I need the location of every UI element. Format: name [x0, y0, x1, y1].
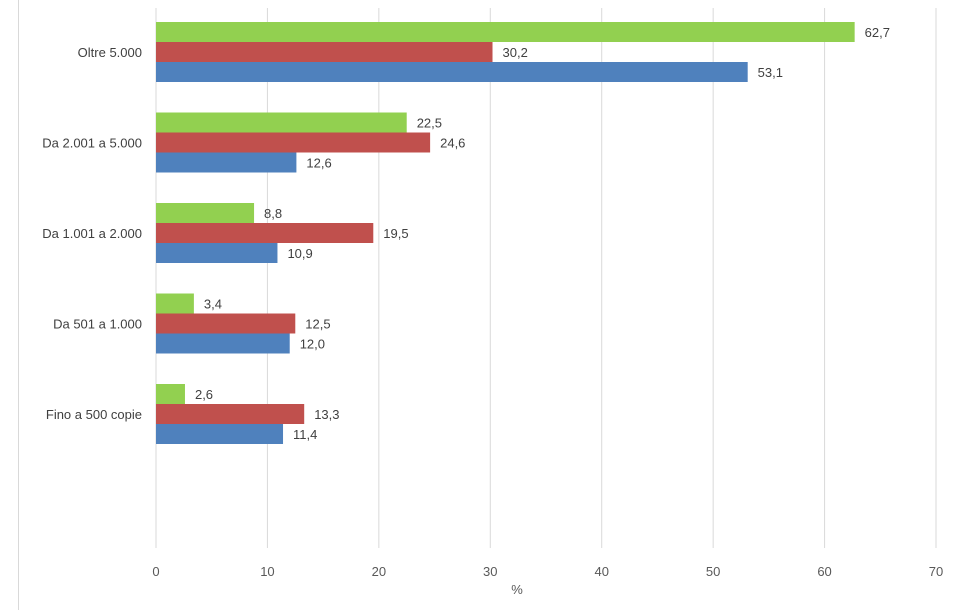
data-label: 13,3 — [314, 407, 339, 422]
bar-red-0 — [156, 42, 493, 62]
data-label: 53,1 — [758, 65, 783, 80]
data-label: 22,5 — [417, 116, 442, 131]
bar-blue-4 — [156, 424, 284, 444]
data-label: 11,4 — [293, 427, 317, 442]
gridlines — [155, 8, 937, 548]
data-label: 62,7 — [865, 25, 890, 40]
x-tick-label: 70 — [929, 564, 943, 579]
x-tick-label: 30 — [483, 564, 497, 579]
data-label: 12,5 — [305, 317, 330, 332]
bar-red-1 — [156, 132, 431, 153]
category-label: Da 2.001 a 5.000 — [42, 136, 142, 151]
bar-red-2 — [156, 223, 374, 243]
category-label: Da 1.001 a 2.000 — [42, 226, 142, 241]
x-tick-label: 40 — [594, 564, 608, 579]
data-label: 12,6 — [306, 156, 331, 171]
data-label: 3,4 — [204, 297, 222, 312]
bar-red-3 — [156, 313, 296, 334]
bar-green-4 — [156, 384, 185, 404]
data-label: 24,6 — [440, 136, 465, 151]
x-tick-label: 0 — [152, 564, 159, 579]
x-axis-title: % — [511, 582, 523, 597]
data-label: 8,8 — [264, 206, 282, 221]
category-label: Fino a 500 copie — [46, 407, 142, 422]
bar-blue-1 — [156, 152, 297, 173]
bar-green-1 — [156, 112, 407, 133]
category-label: Oltre 5.000 — [78, 45, 142, 60]
x-tick-label: 10 — [260, 564, 274, 579]
data-label: 2,6 — [195, 387, 213, 402]
x-tick-label: 60 — [817, 564, 831, 579]
data-label: 19,5 — [383, 226, 408, 241]
x-tick-label: 20 — [372, 564, 386, 579]
bar-green-0 — [156, 22, 855, 42]
data-labels: 62,7 30,2 53,1 22,5 24,6 12,6 8,8 19,5 10,9 3,4 12… — [195, 25, 890, 442]
chart-frame — [18, 0, 939, 610]
bar-blue-0 — [156, 62, 748, 82]
category-labels: Oltre 5.000 Da 2.001 a 5.000 Da 1.001 a 2.… — [42, 45, 142, 422]
x-tick-label: 50 — [706, 564, 720, 579]
data-label: 12,0 — [300, 337, 325, 352]
category-label: Da 501 a 1.000 — [53, 317, 142, 332]
data-label: 10,9 — [287, 246, 312, 261]
x-tick-labels: 0 10 20 30 40 50 60 70 — [152, 564, 943, 579]
bar-red-4 — [156, 404, 305, 424]
data-label: 30,2 — [503, 45, 528, 60]
bars — [156, 22, 855, 444]
bar-green-2 — [156, 203, 255, 223]
bar-blue-2 — [156, 243, 278, 263]
bar-blue-3 — [156, 333, 290, 354]
bar-green-3 — [156, 293, 194, 314]
